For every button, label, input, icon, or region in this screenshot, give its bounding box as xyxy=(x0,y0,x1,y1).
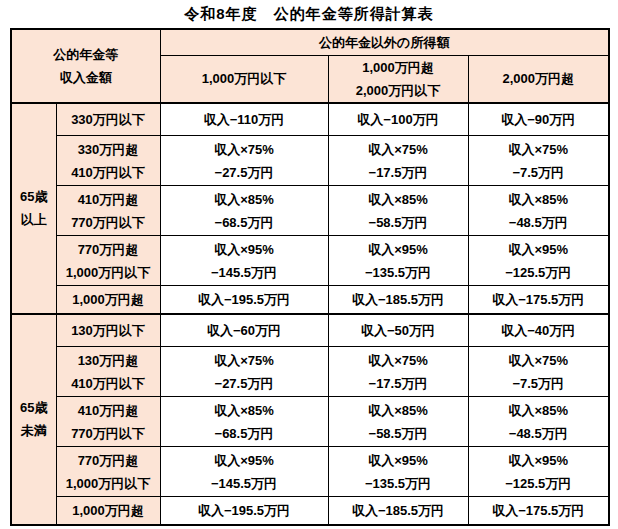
header-row-1: 公的年金等 収入金額 公的年金以外の所得額 xyxy=(11,29,609,55)
range-cell: 330万円超 410万円以下 xyxy=(56,136,160,186)
range-cell: 330万円以下 xyxy=(56,103,160,136)
table-row: 65歳 以上 330万円以下 収入−110万円 収入−100万円 収入−90万円 xyxy=(11,103,609,136)
range-cell: 410万円超 770万円以下 xyxy=(56,397,160,447)
formula-cell: 収入×95% −125.5万円 xyxy=(468,447,609,497)
header-pension-income-label: 公的年金等 収入金額 xyxy=(11,29,160,103)
table-row: 130万円超 410万円以下 収入×75% −27.5万円 収入×75% −17… xyxy=(11,347,609,397)
formula-cell: 収入×95% −145.5万円 xyxy=(160,236,328,286)
formula-cell: 収入×75% −27.5万円 xyxy=(160,136,328,186)
formula-cell: 収入×75% −27.5万円 xyxy=(160,347,328,397)
table-row: 1,000万円超 収入−195.5万円 収入−185.5万円 収入−175.5万… xyxy=(11,497,609,525)
formula-cell: 収入×85% −68.5万円 xyxy=(160,186,328,236)
formula-cell: 収入×95% −135.5万円 xyxy=(328,447,468,497)
table-row: 770万円超 1,000万円以下 収入×95% −145.5万円 収入×95% … xyxy=(11,236,609,286)
formula-cell: 収入×95% −125.5万円 xyxy=(468,236,609,286)
formula-cell: 収入−50万円 xyxy=(328,314,468,347)
range-cell: 770万円超 1,000万円以下 xyxy=(56,447,160,497)
formula-cell: 収入×85% −58.5万円 xyxy=(328,186,468,236)
header-col-over-20m: 2,000万円超 xyxy=(468,55,609,103)
formula-cell: 収入×75% −7.5万円 xyxy=(468,347,609,397)
table-row: 410万円超 770万円以下 収入×85% −68.5万円 収入×85% −58… xyxy=(11,397,609,447)
formula-cell: 収入−175.5万円 xyxy=(468,286,609,314)
formula-cell: 収入×85% −58.5万円 xyxy=(328,397,468,447)
range-cell: 130万円超 410万円以下 xyxy=(56,347,160,397)
formula-cell: 収入−100万円 xyxy=(328,103,468,136)
header-col-under-10m: 1,000万円以下 xyxy=(160,55,328,103)
range-cell: 1,000万円超 xyxy=(56,286,160,314)
range-cell: 130万円以下 xyxy=(56,314,160,347)
table-row: 410万円超 770万円以下 収入×85% −68.5万円 収入×85% −58… xyxy=(11,186,609,236)
formula-cell: 収入−60万円 xyxy=(160,314,328,347)
formula-cell: 収入−90万円 xyxy=(468,103,609,136)
age-group-label-under-65: 65歳 未満 xyxy=(11,314,56,525)
formula-cell: 収入−110万円 xyxy=(160,103,328,136)
page-title: 令和8年度 公的年金等所得計算表 xyxy=(0,0,618,24)
formula-cell: 収入−175.5万円 xyxy=(468,497,609,525)
formula-cell: 収入−185.5万円 xyxy=(328,286,468,314)
table-row: 330万円超 410万円以下 収入×75% −27.5万円 収入×75% −17… xyxy=(11,136,609,186)
age-group-label-over-65: 65歳 以上 xyxy=(11,103,56,314)
formula-cell: 収入×85% −48.5万円 xyxy=(468,186,609,236)
table-row: 65歳 未満 130万円以下 収入−60万円 収入−50万円 収入−40万円 xyxy=(11,314,609,347)
formula-cell: 収入×75% −17.5万円 xyxy=(328,136,468,186)
range-cell: 1,000万円超 xyxy=(56,497,160,525)
header-col-10m-to-20m: 1,000万円超 2,000万円以下 xyxy=(328,55,468,103)
formula-cell: 収入×95% −145.5万円 xyxy=(160,447,328,497)
formula-cell: 収入−185.5万円 xyxy=(328,497,468,525)
formula-cell: 収入×95% −135.5万円 xyxy=(328,236,468,286)
range-cell: 410万円超 770万円以下 xyxy=(56,186,160,236)
formula-cell: 収入×75% −17.5万円 xyxy=(328,347,468,397)
formula-cell: 収入×85% −68.5万円 xyxy=(160,397,328,447)
formula-cell: 収入×75% −7.5万円 xyxy=(468,136,609,186)
formula-cell: 収入×85% −48.5万円 xyxy=(468,397,609,447)
pension-income-calculation-table: 公的年金等 収入金額 公的年金以外の所得額 1,000万円以下 1,000万円超… xyxy=(10,28,610,526)
header-other-income-group-label: 公的年金以外の所得額 xyxy=(160,29,609,55)
range-cell: 770万円超 1,000万円以下 xyxy=(56,236,160,286)
table-row: 770万円超 1,000万円以下 収入×95% −145.5万円 収入×95% … xyxy=(11,447,609,497)
table-row: 1,000万円超 収入−195.5万円 収入−185.5万円 収入−175.5万… xyxy=(11,286,609,314)
formula-cell: 収入−195.5万円 xyxy=(160,286,328,314)
formula-cell: 収入−195.5万円 xyxy=(160,497,328,525)
formula-cell: 収入−40万円 xyxy=(468,314,609,347)
